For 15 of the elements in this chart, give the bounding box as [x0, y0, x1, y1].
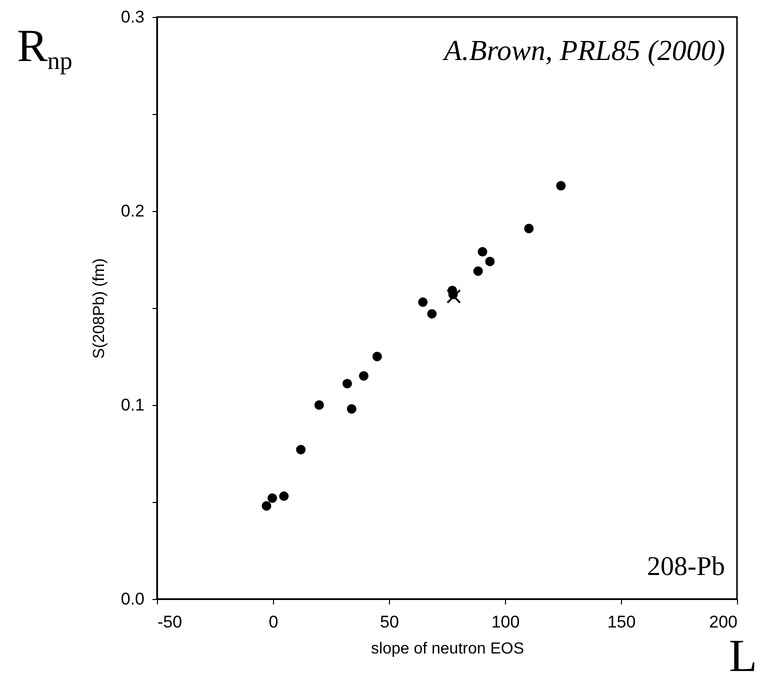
y-tick-label: 0.3: [120, 8, 144, 26]
text: L: [729, 630, 758, 681]
y-tick-label: 0.2: [120, 202, 144, 220]
annotation: A.Brown, PRL85 (2000): [442, 35, 725, 67]
y-axis-title: S(208Pb) (fm): [90, 258, 108, 359]
y-tick-label: 0.1: [120, 396, 144, 414]
x-tick-label: 50: [380, 612, 399, 632]
x-axis-title: slope of neutron EOS: [371, 640, 524, 658]
x-tick-label: -50: [158, 612, 182, 632]
y-tick-label: 0.0: [120, 590, 144, 608]
x-tick-label: 200: [709, 612, 738, 632]
x-tick-label: 0: [268, 612, 278, 632]
annotation: 208-Pb: [646, 551, 725, 581]
x-tick-label: 100: [491, 612, 520, 632]
x-tick-label: 150: [607, 612, 636, 632]
